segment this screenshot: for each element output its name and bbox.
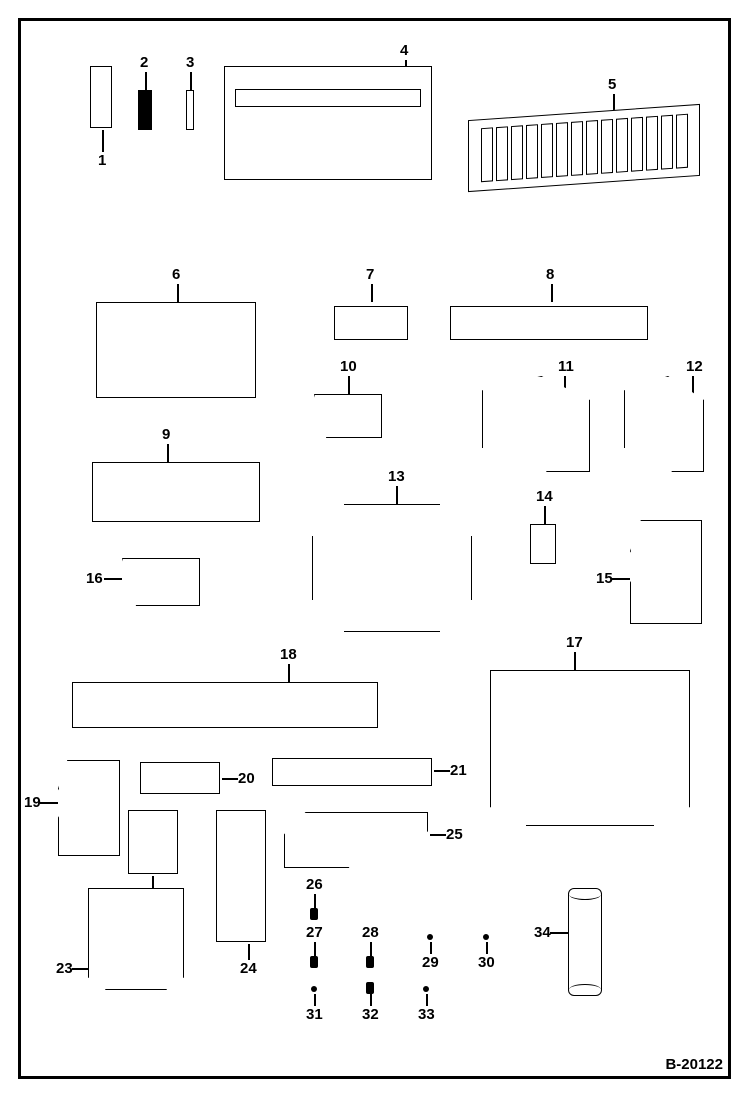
part-label-28: 28 — [362, 924, 379, 941]
part-21 — [272, 758, 432, 786]
dot-29 — [427, 934, 433, 940]
part-label-18: 18 — [280, 646, 297, 663]
leader-9 — [167, 444, 169, 462]
leader-34 — [550, 932, 568, 934]
part-17 — [490, 670, 690, 826]
leader-27 — [314, 942, 316, 956]
part-label-11: 11 — [558, 358, 574, 375]
leader-16 — [104, 578, 122, 580]
part-4 — [224, 66, 432, 180]
part-22 — [128, 810, 178, 874]
part-23 — [88, 888, 184, 990]
part-34 — [568, 888, 602, 996]
leader-32 — [370, 994, 372, 1006]
leader-25 — [430, 834, 446, 836]
part-label-27: 27 — [306, 924, 323, 941]
leader-14 — [544, 506, 546, 524]
leader-23 — [72, 968, 88, 970]
part-label-6: 6 — [172, 266, 180, 283]
leader-12 — [692, 376, 694, 394]
leader-29 — [430, 942, 432, 954]
leader-24 — [248, 944, 250, 960]
part-label-26: 26 — [306, 876, 323, 893]
leader-1 — [102, 130, 104, 152]
part-label-16: 16 — [86, 570, 103, 587]
leader-30 — [486, 942, 488, 954]
leader-18 — [288, 664, 290, 682]
leader-8 — [551, 284, 553, 302]
fastener-28 — [366, 956, 374, 968]
part-15 — [630, 520, 702, 624]
part-label-15: 15 — [596, 570, 613, 587]
part-label-7: 7 — [366, 266, 374, 283]
part-label-31: 31 — [306, 1006, 323, 1023]
leader-2 — [145, 72, 147, 90]
leader-17 — [574, 652, 576, 670]
part-18 — [72, 682, 378, 728]
leader-10 — [348, 376, 350, 394]
leader-13 — [396, 486, 398, 504]
part-label-4: 4 — [400, 42, 408, 59]
leader-3 — [190, 72, 192, 90]
leader-31 — [314, 994, 316, 1006]
part-label-21: 21 — [450, 762, 467, 779]
part-label-20: 20 — [238, 770, 255, 787]
part-label-19: 19 — [24, 794, 41, 811]
part-label-10: 10 — [340, 358, 357, 375]
leader-21 — [434, 770, 450, 772]
part-label-30: 30 — [478, 954, 495, 971]
part-3 — [186, 90, 194, 130]
dot-31 — [311, 986, 317, 992]
part-label-3: 3 — [186, 54, 194, 71]
dot-30 — [483, 934, 489, 940]
dot-33 — [423, 986, 429, 992]
part-label-8: 8 — [546, 266, 554, 283]
fastener-26 — [310, 908, 318, 920]
part-label-29: 29 — [422, 954, 439, 971]
fastener-32 — [366, 982, 374, 994]
part-label-13: 13 — [388, 468, 405, 485]
part-label-34: 34 — [534, 924, 551, 941]
part-14 — [530, 524, 556, 564]
part-label-33: 33 — [418, 1006, 435, 1023]
leader-28 — [370, 942, 372, 956]
leader-33 — [426, 994, 428, 1006]
part-24 — [216, 810, 266, 942]
fastener-27 — [310, 956, 318, 968]
leader-7 — [371, 284, 373, 302]
part-20 — [140, 762, 220, 794]
part-6 — [96, 302, 256, 398]
part-label-9: 9 — [162, 426, 170, 443]
part-label-5: 5 — [608, 76, 616, 93]
part-label-25: 25 — [446, 826, 463, 843]
part-1 — [90, 66, 112, 128]
part-2 — [138, 90, 152, 130]
leader-26 — [314, 894, 316, 908]
part-19 — [58, 760, 120, 856]
part-label-17: 17 — [566, 634, 583, 651]
part-8 — [450, 306, 648, 340]
part-label-24: 24 — [240, 960, 257, 977]
part-label-1: 1 — [98, 152, 106, 169]
leader-15 — [612, 578, 630, 580]
leader-6 — [177, 284, 179, 302]
part-7 — [334, 306, 408, 340]
leader-19 — [40, 802, 58, 804]
part-label-12: 12 — [686, 358, 703, 375]
part-9 — [92, 462, 260, 522]
part-label-23: 23 — [56, 960, 73, 977]
part-label-14: 14 — [536, 488, 553, 505]
leader-20 — [222, 778, 238, 780]
part-label-32: 32 — [362, 1006, 379, 1023]
document-number: B-20122 — [665, 1056, 723, 1073]
part-label-2: 2 — [140, 54, 148, 71]
